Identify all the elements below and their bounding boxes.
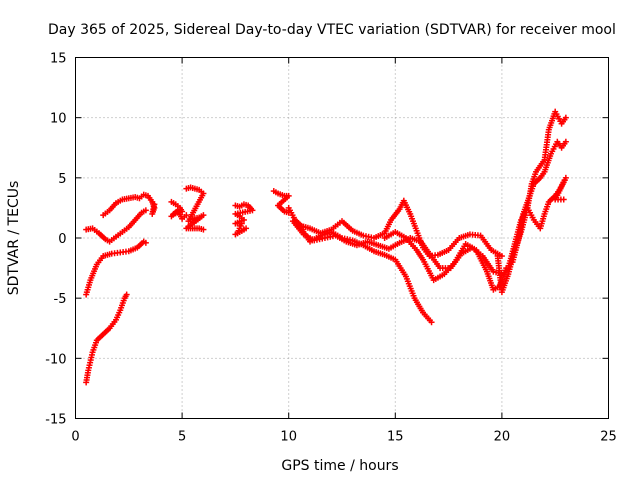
- data-points: [83, 108, 569, 386]
- x-tick-label: 10: [280, 430, 297, 445]
- x-tick-label: 0: [71, 430, 79, 445]
- grid: [75, 57, 609, 419]
- axis-ticks: 0 5 10 15 20 25 -15 -10 -5 0 5 10 15: [45, 52, 617, 445]
- data-point: [562, 114, 569, 121]
- data-point: [428, 319, 435, 326]
- data-point: [560, 196, 567, 203]
- data-point: [142, 239, 149, 246]
- plot-frame: [75, 57, 609, 419]
- y-tick-label: -5: [54, 292, 67, 307]
- x-tick-label: 25: [600, 430, 617, 445]
- data-point: [151, 201, 158, 208]
- y-tick-label: 5: [58, 172, 66, 187]
- data-point: [123, 291, 130, 298]
- x-tick-label: 15: [387, 430, 404, 445]
- data-point: [232, 231, 239, 238]
- data-point: [562, 138, 569, 145]
- y-tick-label: 15: [50, 52, 67, 67]
- y-tick-label: -15: [45, 413, 66, 428]
- data-point: [142, 207, 149, 214]
- x-tick-label: 20: [494, 430, 511, 445]
- data-point: [183, 212, 190, 219]
- y-tick-label: 0: [58, 232, 66, 247]
- x-tick-label: 5: [178, 430, 186, 445]
- y-tick-label: -10: [45, 352, 66, 367]
- data-point: [200, 226, 207, 233]
- chart-title: Day 365 of 2025, Sidereal Day-to-day VTE…: [48, 22, 616, 38]
- y-tick-label: 10: [50, 112, 67, 127]
- x-axis-label: GPS time / hours: [281, 458, 398, 474]
- y-axis-label: SDTVAR / TECUs: [6, 181, 22, 296]
